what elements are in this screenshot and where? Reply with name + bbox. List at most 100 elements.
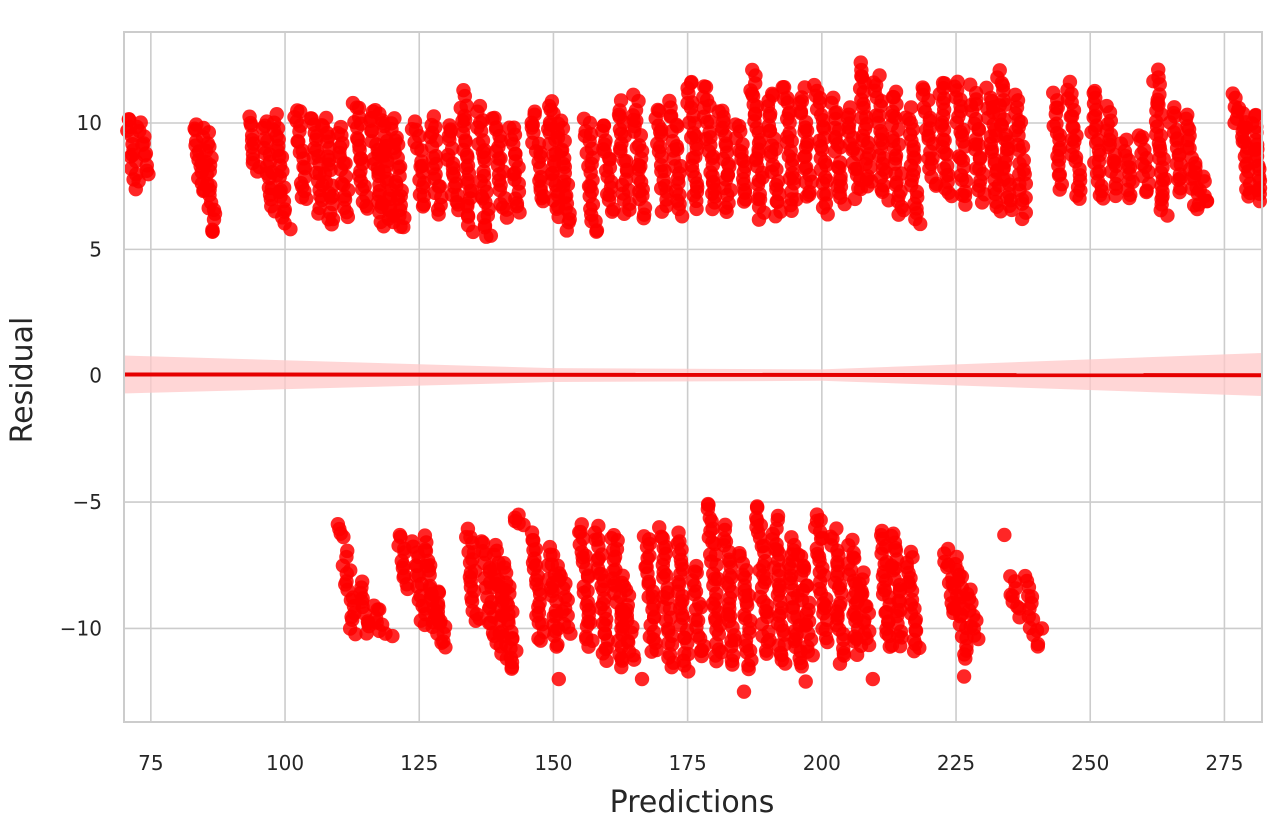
scatter-point — [664, 660, 679, 675]
scatter-point — [1108, 188, 1123, 204]
regression-line-layer — [123, 372, 1263, 378]
y-tick-label: 0 — [89, 364, 102, 388]
scatter-point — [860, 179, 875, 194]
scatter-point — [958, 651, 973, 666]
scatter-point — [359, 626, 374, 641]
scatter-point — [1072, 191, 1087, 206]
scatter-point — [794, 659, 809, 674]
scatter-point — [751, 212, 767, 227]
scatter-point — [617, 206, 632, 222]
y-tick-label: −10 — [60, 616, 102, 640]
scatter-point — [849, 647, 865, 663]
scatter-point — [299, 191, 314, 206]
scatter-point — [360, 201, 375, 216]
scatter-point — [654, 204, 670, 219]
y-axis-title: Residual — [5, 317, 40, 444]
scatter-point — [996, 161, 1011, 176]
scatter-point — [674, 209, 690, 224]
scatter-point — [1199, 193, 1214, 209]
scatter-point — [741, 661, 756, 677]
scatter-point — [348, 626, 363, 642]
scatter-point — [614, 659, 629, 675]
scatter-point — [1190, 201, 1205, 217]
scatter-point — [626, 652, 642, 667]
scatter-point — [336, 529, 351, 545]
scatter-point — [128, 181, 143, 197]
scatter-point — [820, 634, 835, 650]
scatter-point — [422, 567, 437, 583]
scatter-point — [971, 631, 986, 647]
y-tick-labels: 10 5 0 −5 −10 — [60, 111, 102, 640]
scatter-point — [205, 224, 220, 239]
scatter-point — [778, 656, 793, 671]
scatter-point — [768, 209, 783, 224]
scatter-point — [1052, 182, 1067, 197]
scatter-point — [559, 223, 574, 238]
x-tick-label: 150 — [534, 751, 572, 775]
scatter-point — [499, 210, 515, 225]
scatter-point — [511, 507, 526, 522]
scatter-point — [581, 639, 596, 654]
scatter-point — [958, 197, 973, 212]
scatter-point — [705, 201, 720, 217]
scatter-point — [141, 166, 156, 182]
scatter-point — [551, 671, 567, 687]
scatter-point — [431, 207, 446, 222]
x-tick-label: 125 — [400, 751, 438, 775]
scatter-point — [997, 527, 1012, 543]
scatter-point — [861, 637, 877, 653]
scatter-point — [644, 644, 659, 659]
scatter-point — [350, 120, 365, 135]
scatter-point — [784, 203, 799, 219]
scatter-point — [512, 205, 527, 220]
scatter-point — [604, 204, 620, 219]
scatter-point — [736, 684, 752, 699]
y-tick-label: 5 — [89, 237, 102, 261]
scatter-point — [681, 664, 696, 679]
plot-frame — [123, 31, 1263, 723]
scatter-point — [805, 648, 820, 663]
scatter-point — [504, 661, 519, 676]
scatter-point — [865, 671, 881, 687]
x-tick-label: 275 — [1205, 751, 1243, 775]
scatter-point — [283, 221, 298, 237]
scatter-point — [906, 643, 922, 659]
scatter-point — [1122, 190, 1137, 206]
scatter-point — [634, 671, 650, 687]
scatter-point — [782, 115, 797, 130]
scatter-point — [1160, 208, 1175, 223]
regression-line — [123, 372, 1263, 378]
scatter-point — [477, 153, 493, 169]
scatter-point — [255, 120, 271, 136]
x-tick-labels: 75 100 125 150 175 200 225 250 275 — [138, 751, 1243, 775]
scatter-point — [725, 657, 740, 672]
scatter-point — [438, 640, 453, 655]
scatter-point — [749, 499, 765, 514]
scatter-point — [847, 191, 863, 207]
scatter-points — [120, 55, 1268, 699]
scatter-point — [563, 626, 578, 641]
y-tick-label: −5 — [73, 490, 102, 514]
scatter-point — [535, 193, 551, 209]
scatter-point — [396, 219, 411, 235]
scatter-point — [688, 602, 704, 617]
scatter-point — [385, 628, 400, 644]
scatter-point — [832, 656, 848, 671]
scatter-point — [891, 207, 906, 222]
x-axis-title: Predictions — [610, 785, 775, 820]
scatter-point — [599, 653, 614, 669]
scatter-point — [1034, 621, 1050, 636]
x-tick-label: 200 — [803, 751, 841, 775]
scatter-point — [974, 195, 990, 210]
scatter-point — [882, 639, 897, 654]
scatter-point — [1172, 184, 1187, 200]
scatter-point — [958, 173, 974, 189]
scatter-point — [1004, 202, 1019, 218]
scatter-point — [465, 224, 481, 240]
scatter-point — [912, 216, 928, 232]
scatter-point — [736, 194, 752, 209]
scatter-point — [956, 669, 972, 684]
x-tick-label: 100 — [266, 751, 304, 775]
scatter-point — [636, 210, 651, 226]
